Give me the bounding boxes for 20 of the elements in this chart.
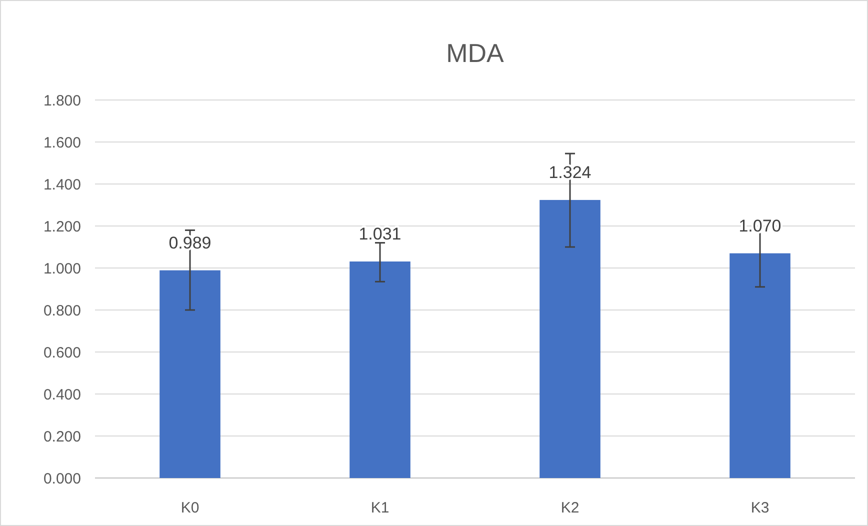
y-tick-label: 0.800 — [43, 302, 81, 320]
y-tick-label: 1.000 — [43, 260, 81, 278]
x-tick-label: K2 — [560, 499, 580, 516]
bar — [730, 253, 790, 478]
data-label: 1.031 — [358, 224, 402, 244]
x-tick-label: K0 — [180, 499, 200, 516]
y-tick-label: 1.200 — [43, 218, 81, 236]
y-tick-label: 1.800 — [43, 92, 81, 110]
x-tick-label: K1 — [370, 499, 390, 516]
y-tick-label: 0.600 — [43, 344, 81, 362]
chart-title: MDA — [446, 38, 505, 68]
y-tick-label: 1.400 — [43, 176, 81, 194]
bar — [540, 200, 600, 478]
bar — [350, 261, 410, 478]
y-tick-label: 1.600 — [43, 134, 81, 152]
y-tick-label: 0.400 — [43, 386, 81, 404]
y-tick-label: 0.000 — [43, 470, 81, 488]
bar — [160, 270, 220, 478]
x-tick-label: K3 — [750, 499, 770, 516]
y-tick-label: 0.200 — [43, 428, 81, 446]
